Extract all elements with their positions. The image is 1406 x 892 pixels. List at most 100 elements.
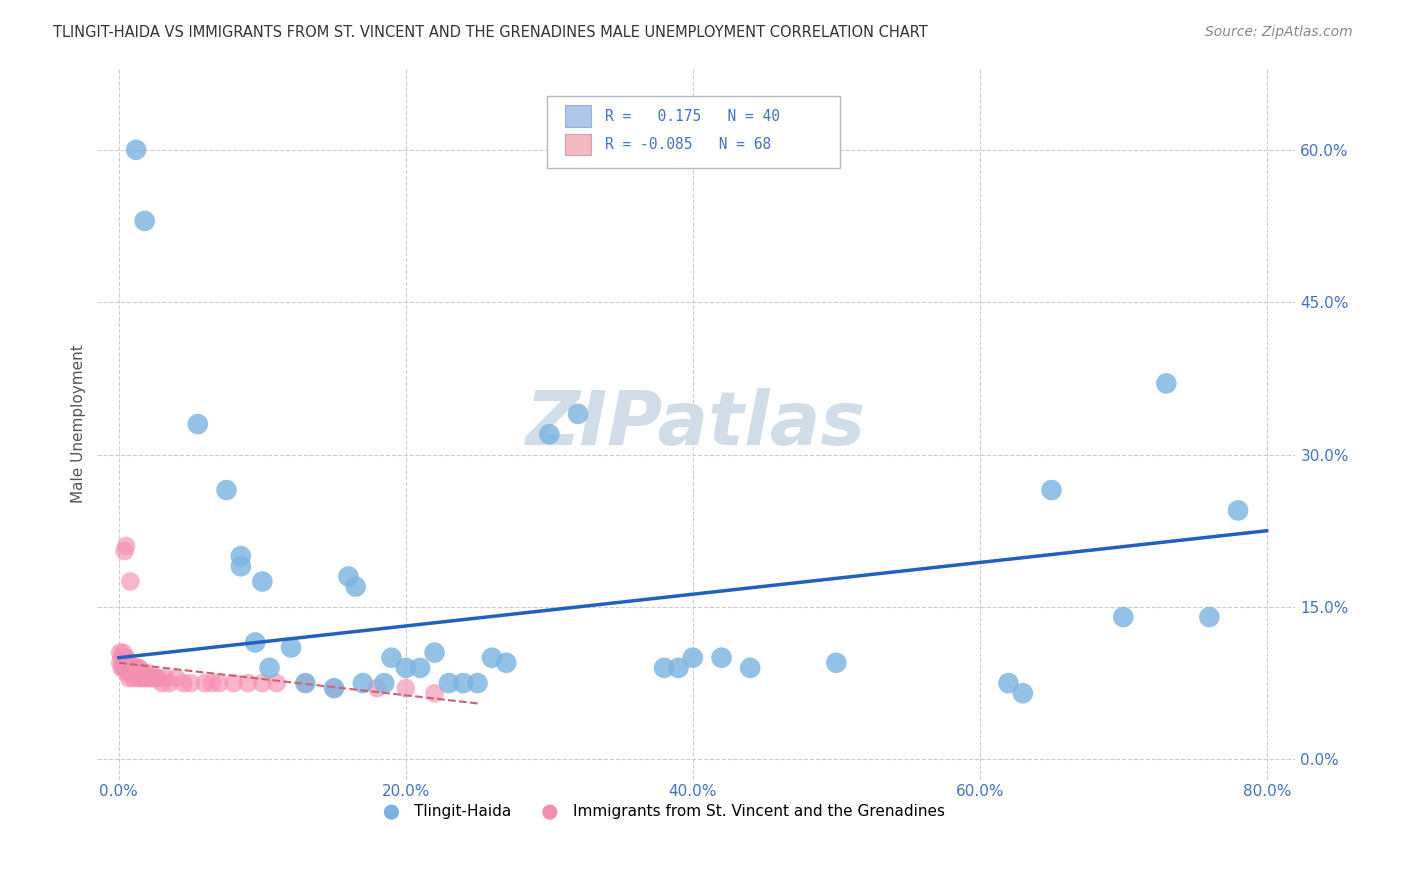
Point — [145, 671, 167, 685]
Point — [110, 656, 132, 670]
Point — [1156, 376, 1178, 391]
Point — [229, 549, 252, 563]
Point — [128, 661, 150, 675]
Point — [467, 676, 489, 690]
Point — [229, 559, 252, 574]
Point — [165, 671, 187, 685]
Point — [266, 676, 288, 690]
Point — [352, 676, 374, 690]
Point — [395, 681, 418, 696]
Point — [125, 665, 148, 680]
Point — [243, 635, 266, 649]
Point — [129, 665, 152, 680]
Point — [294, 676, 316, 690]
Point — [373, 676, 395, 690]
Point — [139, 671, 162, 685]
Point — [117, 665, 139, 680]
Point — [112, 646, 135, 660]
Point — [114, 656, 136, 670]
Point — [127, 661, 149, 675]
Point — [1112, 610, 1135, 624]
Point — [134, 214, 156, 228]
Point — [201, 676, 224, 690]
Point — [252, 676, 274, 690]
Point — [111, 650, 134, 665]
Point — [395, 661, 418, 675]
Point — [481, 650, 503, 665]
Point — [138, 671, 160, 685]
Point — [740, 661, 762, 675]
Point — [117, 656, 139, 670]
Point — [150, 676, 173, 690]
Point — [114, 544, 136, 558]
Point — [114, 650, 136, 665]
Point — [180, 676, 202, 690]
Point — [236, 676, 259, 690]
Point — [259, 661, 281, 675]
Point — [222, 676, 245, 690]
Point — [112, 650, 135, 665]
Point — [125, 143, 148, 157]
Point — [567, 407, 589, 421]
Point — [366, 681, 388, 696]
Point — [187, 417, 209, 431]
Point — [134, 665, 156, 680]
Point — [110, 646, 132, 660]
Text: ZIPatlas: ZIPatlas — [526, 387, 866, 460]
Point — [294, 676, 316, 690]
Point — [252, 574, 274, 589]
Point — [1040, 483, 1063, 497]
Point — [409, 661, 432, 675]
Point — [114, 661, 136, 675]
Point — [115, 539, 138, 553]
Text: R =   0.175   N = 40: R = 0.175 N = 40 — [606, 109, 780, 124]
Point — [1198, 610, 1220, 624]
Point — [423, 646, 446, 660]
Point — [323, 681, 346, 696]
Point — [215, 483, 238, 497]
Point — [111, 661, 134, 675]
Point — [128, 665, 150, 680]
Point — [132, 671, 155, 685]
Point — [710, 650, 733, 665]
Bar — [565, 134, 591, 155]
Legend: Tlingit-Haida, Immigrants from St. Vincent and the Grenadines: Tlingit-Haida, Immigrants from St. Vince… — [370, 798, 950, 825]
Point — [1011, 686, 1033, 700]
Point — [136, 665, 159, 680]
Point — [127, 671, 149, 685]
Point — [344, 580, 367, 594]
Text: R = -0.085   N = 68: R = -0.085 N = 68 — [606, 137, 772, 153]
Point — [172, 676, 194, 690]
Point — [1227, 503, 1250, 517]
Point — [118, 671, 141, 685]
Point — [115, 650, 138, 665]
Point — [118, 661, 141, 675]
FancyBboxPatch shape — [547, 95, 841, 168]
Point — [143, 671, 166, 685]
Point — [117, 661, 139, 675]
Point — [668, 661, 690, 675]
Point — [451, 676, 474, 690]
Point — [423, 686, 446, 700]
Point — [153, 671, 176, 685]
Point — [121, 665, 143, 680]
Point — [997, 676, 1019, 690]
Point — [112, 656, 135, 670]
Point — [124, 665, 146, 680]
Point — [380, 650, 402, 665]
Bar — [565, 105, 591, 127]
Point — [120, 661, 142, 675]
Point — [157, 676, 180, 690]
Point — [118, 656, 141, 670]
Text: Source: ZipAtlas.com: Source: ZipAtlas.com — [1205, 25, 1353, 39]
Point — [337, 569, 360, 583]
Point — [652, 661, 675, 675]
Point — [141, 671, 163, 685]
Point — [682, 650, 704, 665]
Point — [120, 574, 142, 589]
Point — [131, 665, 153, 680]
Point — [280, 640, 302, 655]
Point — [208, 676, 231, 690]
Point — [121, 661, 143, 675]
Point — [194, 676, 217, 690]
